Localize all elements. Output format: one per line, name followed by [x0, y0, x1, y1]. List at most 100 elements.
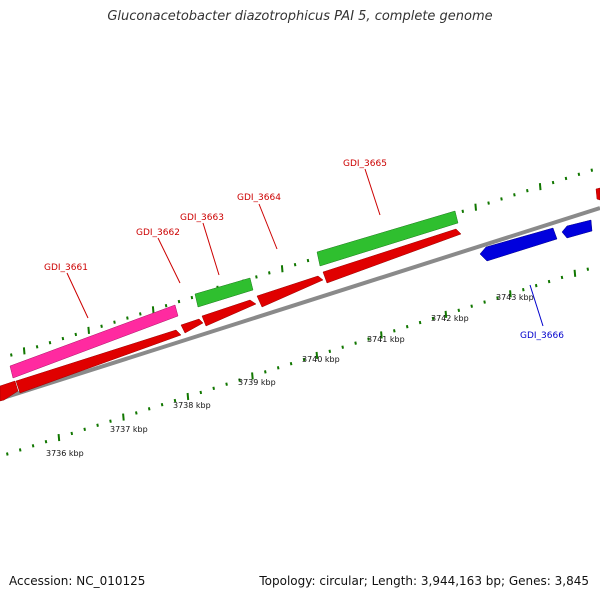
- gene-label[interactable]: GDI_3663: [180, 213, 224, 223]
- major-tick: [57, 433, 61, 442]
- minor-tick: [268, 271, 271, 275]
- minor-tick: [31, 444, 35, 448]
- genome-summary: Topology: circular; Length: 3,944,163 bp…: [259, 574, 589, 588]
- major-tick: [186, 392, 190, 401]
- minor-tick: [212, 386, 215, 390]
- minor-tick: [354, 341, 357, 345]
- gene-arrow[interactable]: [316, 210, 459, 267]
- genome-backbone: [0, 206, 600, 401]
- minor-tick: [190, 295, 194, 300]
- major-tick: [538, 183, 542, 191]
- leader-line: [157, 237, 181, 284]
- gene-arrow[interactable]: [194, 277, 254, 308]
- minor-tick: [139, 312, 142, 316]
- major-tick: [509, 290, 512, 298]
- gene-arrow[interactable]: [595, 187, 600, 201]
- gene-arrow[interactable]: [256, 275, 324, 308]
- scale-label: 3736 kbp: [46, 449, 84, 458]
- minor-tick: [74, 332, 78, 337]
- gene-arrow[interactable]: [322, 228, 462, 284]
- minor-tick: [264, 370, 267, 374]
- minor-tick: [160, 403, 164, 407]
- minor-tick: [534, 283, 538, 288]
- forward-genes: [0, 187, 600, 402]
- major-tick: [474, 203, 477, 211]
- major-tick: [280, 265, 284, 273]
- minor-tick: [470, 304, 473, 308]
- minor-tick: [255, 275, 258, 279]
- major-tick: [444, 310, 448, 318]
- gene-label[interactable]: GDI_3666: [520, 331, 564, 341]
- leader-line: [529, 284, 544, 327]
- minor-tick: [500, 197, 503, 201]
- minor-tick: [457, 308, 461, 312]
- reverse-genes: [479, 219, 593, 262]
- accession-label: Accession: NC_010125: [9, 574, 146, 588]
- minor-tick: [577, 172, 581, 177]
- gene-arrow-pink[interactable]: [9, 304, 179, 379]
- major-tick: [573, 269, 577, 277]
- scale-label: 3741 kbp: [367, 335, 405, 344]
- green-genes: [194, 210, 459, 308]
- minor-tick: [35, 345, 39, 349]
- scale-label: 3738 kbp: [173, 401, 211, 410]
- gene-label[interactable]: GDI_3664: [237, 193, 281, 203]
- major-tick: [251, 372, 254, 380]
- minor-tick: [487, 201, 490, 205]
- minor-tick: [100, 324, 103, 328]
- leader-line: [66, 272, 89, 319]
- leader-line: [364, 168, 381, 216]
- minor-tick: [276, 366, 280, 370]
- gene-arrow[interactable]: [0, 380, 19, 402]
- minor-tick: [135, 411, 138, 415]
- scale-label: 3739 kbp: [238, 378, 276, 387]
- minor-tick: [522, 288, 525, 292]
- gene-label[interactable]: GDI_3662: [136, 228, 180, 238]
- minor-tick: [526, 189, 529, 193]
- gene-labels: GDI_3661 GDI_3662 GDI_3663 GDI_3664 GDI_…: [44, 159, 564, 341]
- major-tick: [122, 413, 125, 421]
- minor-tick: [48, 340, 52, 345]
- minor-tick: [328, 349, 332, 354]
- minor-tick: [513, 193, 516, 197]
- major-tick: [380, 331, 383, 339]
- minor-tick: [431, 316, 435, 321]
- minor-tick: [302, 357, 306, 362]
- minor-tick: [96, 423, 99, 427]
- leader-line: [202, 222, 220, 276]
- gene-arrow[interactable]: [201, 299, 257, 327]
- gene-arrow[interactable]: [479, 227, 558, 262]
- scale-label: 3742 kbp: [431, 314, 469, 323]
- minor-tick: [173, 398, 177, 403]
- minor-tick: [590, 168, 594, 172]
- gene-arrow[interactable]: [180, 318, 204, 334]
- lower-tick-row: [6, 267, 590, 456]
- minor-tick: [109, 419, 112, 423]
- minor-tick: [113, 320, 116, 324]
- minor-tick: [341, 345, 344, 349]
- minor-tick: [418, 320, 422, 325]
- minor-tick: [551, 180, 555, 185]
- minor-tick: [225, 382, 228, 386]
- minor-tick: [293, 262, 297, 267]
- minor-tick: [586, 267, 590, 271]
- gene-label[interactable]: GDI_3665: [343, 159, 387, 169]
- genome-title: Gluconacetobacter diazotrophicus PAI 5, …: [107, 9, 493, 24]
- gene-arrow[interactable]: [15, 329, 182, 394]
- gene-label[interactable]: GDI_3661: [44, 263, 88, 273]
- major-tick: [315, 351, 319, 360]
- leader-line: [258, 203, 278, 250]
- minor-tick: [238, 378, 241, 382]
- minor-tick: [177, 299, 181, 304]
- gene-arrow[interactable]: [561, 219, 593, 239]
- upper-tick-row: [10, 168, 594, 357]
- minor-tick: [560, 275, 564, 280]
- minor-tick: [564, 176, 568, 181]
- minor-tick: [83, 427, 86, 432]
- minor-tick: [147, 407, 151, 411]
- scale-labels: 3736 kbp 3737 kbp 3738 kbp 3739 kbp 3740…: [46, 293, 534, 458]
- scale-label: 3737 kbp: [110, 425, 148, 434]
- minor-tick: [405, 325, 409, 329]
- minor-tick: [126, 316, 129, 320]
